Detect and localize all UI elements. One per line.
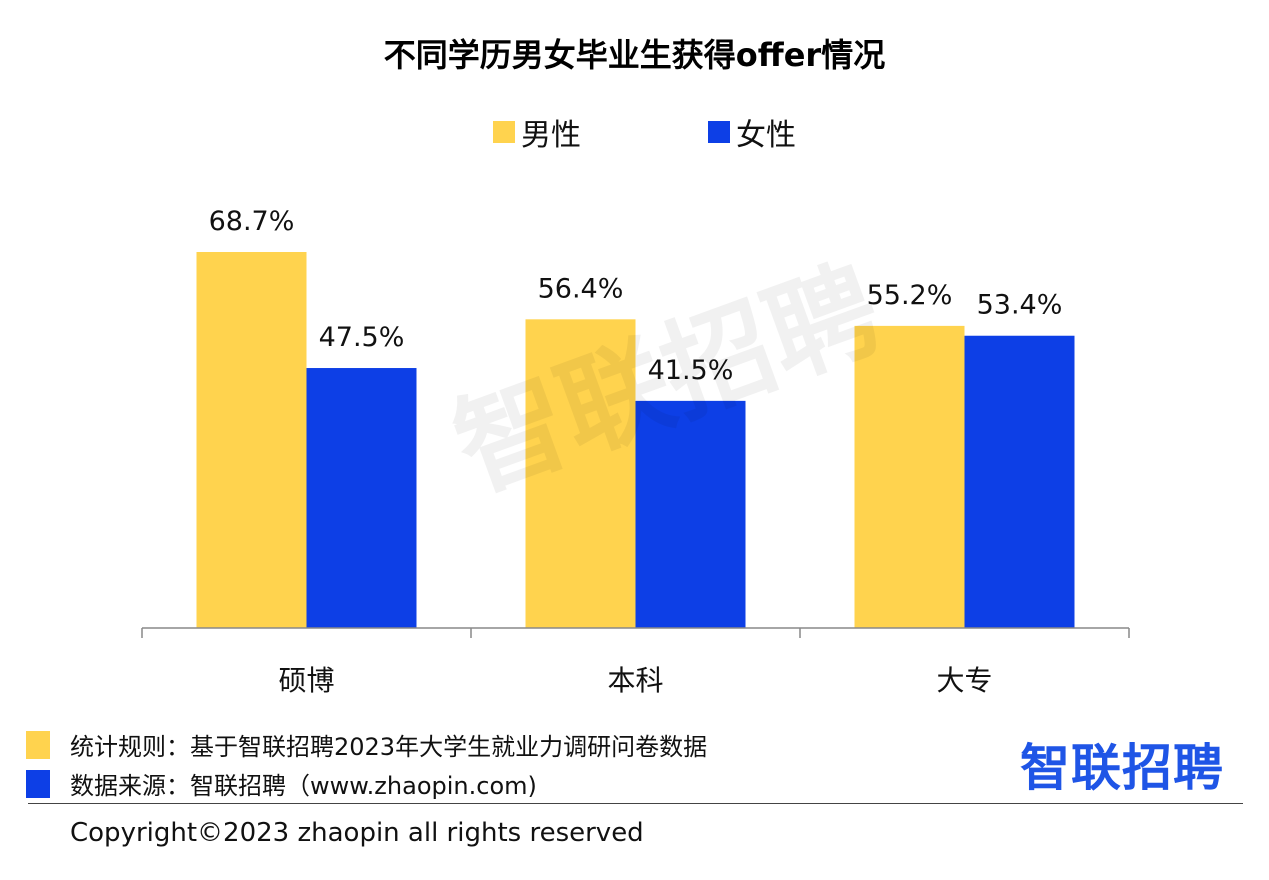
bar-chart: 68.7% 47.5% 硕博 56.4% 41.5% 本科 55.2% 53.4% 大专 <box>141 206 1130 697</box>
data-label-大专-男性: 55.2% <box>867 280 953 311</box>
chart-title: 不同学历男女毕业生获得offer情况 <box>383 36 886 74</box>
footnote-source: 数据来源：智联招聘（www.zhaopin.com) <box>26 766 537 801</box>
legend-label-female: 女性 <box>736 118 796 153</box>
x-tick-label-硕博: 硕博 <box>278 664 334 697</box>
data-label-大专-女性: 53.4% <box>977 290 1063 321</box>
legend-label-male: 男性 <box>521 118 581 153</box>
data-label-硕博-女性: 47.5% <box>319 322 405 353</box>
bar-硕博-男性 <box>196 252 307 628</box>
legend-swatch-male <box>493 121 515 143</box>
bar-大专-女性 <box>964 335 1075 628</box>
data-label-本科-女性: 41.5% <box>648 355 734 386</box>
bar-本科-女性 <box>635 400 746 628</box>
x-tick-label-大专: 大专 <box>936 664 992 697</box>
data-label-本科-男性: 56.4% <box>538 273 624 304</box>
legend-swatch-female <box>708 121 730 143</box>
footnote-rule: 统计规则：基于智联招聘2023年大学生就业力调研问卷数据 <box>26 727 707 762</box>
footnote-swatch-blue <box>26 769 50 798</box>
copyright-text: Copyright©2023 zhaopin all rights reserv… <box>70 818 644 848</box>
legend-item-male: 男性 <box>493 110 581 154</box>
data-label-硕博-男性: 68.7% <box>209 206 295 237</box>
bar-硕博-女性 <box>306 368 417 628</box>
bar-大专-男性 <box>854 325 965 628</box>
footnote-source-text: 数据来源：智联招聘（www.zhaopin.com) <box>70 772 537 800</box>
footnote-swatch-yellow <box>26 730 50 759</box>
bar-本科-男性 <box>525 319 636 628</box>
footnote-rule-text: 统计规则：基于智联招聘2023年大学生就业力调研问卷数据 <box>70 733 708 761</box>
footer-divider <box>28 803 1243 804</box>
legend-item-female: 女性 <box>708 110 796 154</box>
zhaopin-logo: 智联招聘 <box>1020 739 1224 797</box>
x-tick-label-本科: 本科 <box>607 664 663 697</box>
